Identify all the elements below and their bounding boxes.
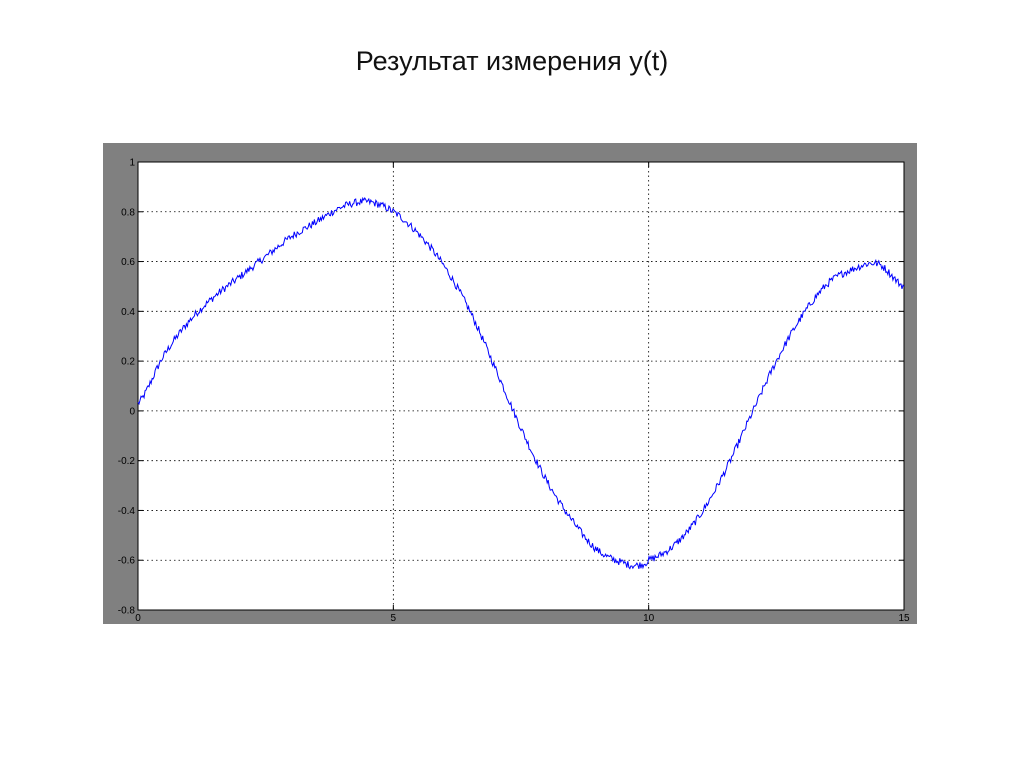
y-tick-label: -0.4 [118, 506, 136, 517]
y-tick-label: -0.8 [118, 606, 136, 617]
figure-frame: 0 5 10 15 -0.8 -0.6 -0.4 -0.2 0 0.2 0.4 0.6 0.8 1 [103, 143, 917, 624]
series-line [137, 196, 905, 570]
y-tick-label: 0.8 [121, 207, 135, 218]
axes-background [137, 161, 905, 611]
y-tick-label: -0.2 [118, 456, 136, 467]
y-tick-label: 0 [129, 406, 135, 417]
grid-layer [138, 162, 904, 610]
y-tick-label: 0.6 [121, 257, 135, 268]
x-tick-label: 5 [391, 613, 397, 624]
x-tick-label: 0 [135, 613, 141, 624]
x-tick-label: 15 [898, 613, 910, 624]
y-tick-label: 0.2 [121, 357, 135, 368]
y-tick-label: 0.4 [121, 307, 135, 318]
y-tick-label: 1 [129, 158, 135, 169]
x-tick-label: 10 [643, 613, 655, 624]
tick-label-layer: 0 5 10 15 -0.8 -0.6 -0.4 -0.2 0 0.2 0.4 0.6 0.8 1 [118, 158, 910, 625]
series-layer [137, 196, 905, 570]
y-tick-label: -0.6 [118, 556, 136, 567]
plot-area: 0 5 10 15 -0.8 -0.6 -0.4 -0.2 0 0.2 0.4 0.6 0.8 1 [118, 158, 910, 625]
tick-layer [137, 161, 905, 611]
slide-title: Результат измерения y(t) [355, 46, 669, 76]
